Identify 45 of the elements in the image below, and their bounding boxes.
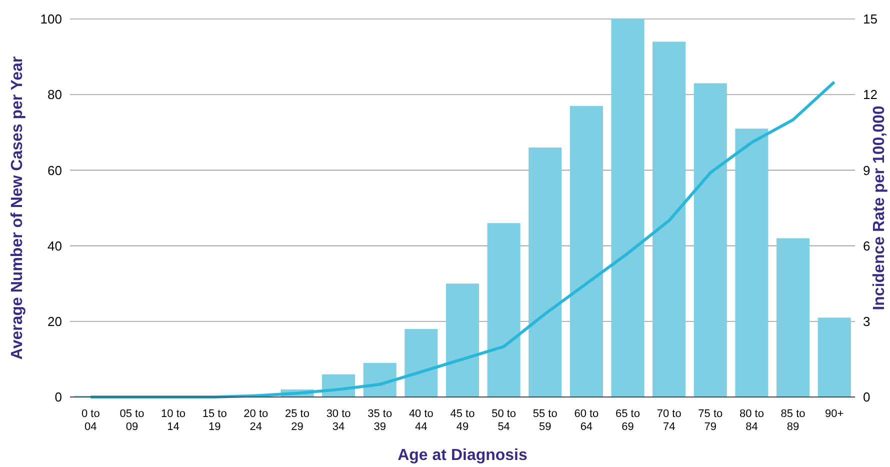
y-tick-label: 0	[54, 390, 62, 405]
y-tick-label: 80	[48, 87, 62, 102]
bar	[404, 328, 438, 397]
y2-axis-title: Incidence Rate per 100,000	[871, 106, 888, 310]
x-tick-label: 65 to 69	[616, 408, 640, 433]
y2-tick-label: 9	[863, 162, 870, 178]
y2-tick-label: 0	[863, 390, 870, 405]
x-axis-title: Age at Diagnosis	[398, 447, 528, 464]
bar	[446, 284, 480, 397]
bar	[818, 318, 851, 397]
x-tick-label: 90+	[825, 408, 844, 420]
y-axis-title: Average Number of New Cases per Year	[9, 56, 26, 360]
bar	[487, 223, 520, 397]
x-tick-label: 10 to 14	[161, 408, 186, 433]
x-tick-label: 60 to 64	[574, 408, 599, 433]
x-tick-label: 35 to 39	[368, 408, 392, 433]
bar	[652, 42, 686, 397]
bar	[611, 19, 644, 397]
x-tick-label: 40 to 44	[408, 408, 434, 433]
x-tick-label: 75 to 79	[698, 408, 723, 433]
x-tick-label: 85 to 89	[780, 408, 806, 433]
bar	[776, 238, 810, 397]
x-tick-label: 15 to 19	[202, 408, 227, 433]
y-tick-label: 40	[48, 238, 62, 254]
x-tick-label: 55 to 59	[532, 408, 558, 433]
bar	[694, 83, 727, 397]
y2-tick-label: 15	[863, 12, 878, 27]
bar	[528, 148, 562, 397]
y-tick-label: 100	[40, 12, 62, 27]
x-tick-label: 05 to 09	[120, 408, 144, 433]
x-tick-label: 0 to 04	[81, 408, 100, 433]
y2-tick-label: 3	[863, 314, 870, 329]
x-tick-label: 45 to 49	[450, 408, 475, 433]
bar	[570, 106, 603, 397]
y-tick-label: 20	[48, 314, 62, 329]
x-tick-label: 80 to 84	[739, 408, 764, 433]
y2-tick-label: 6	[863, 238, 870, 254]
x-tick-label: 70 to 74	[656, 408, 682, 433]
x-tick-label: 50 to 54	[492, 408, 516, 433]
bar	[735, 128, 768, 397]
x-tick-label: 25 to 29	[285, 408, 310, 433]
x-tick-label: 30 to 34	[326, 408, 351, 433]
y-tick-label: 60	[48, 162, 62, 178]
y2-tick-label: 12	[863, 87, 878, 102]
x-tick-label: 20 to 24	[244, 408, 268, 433]
